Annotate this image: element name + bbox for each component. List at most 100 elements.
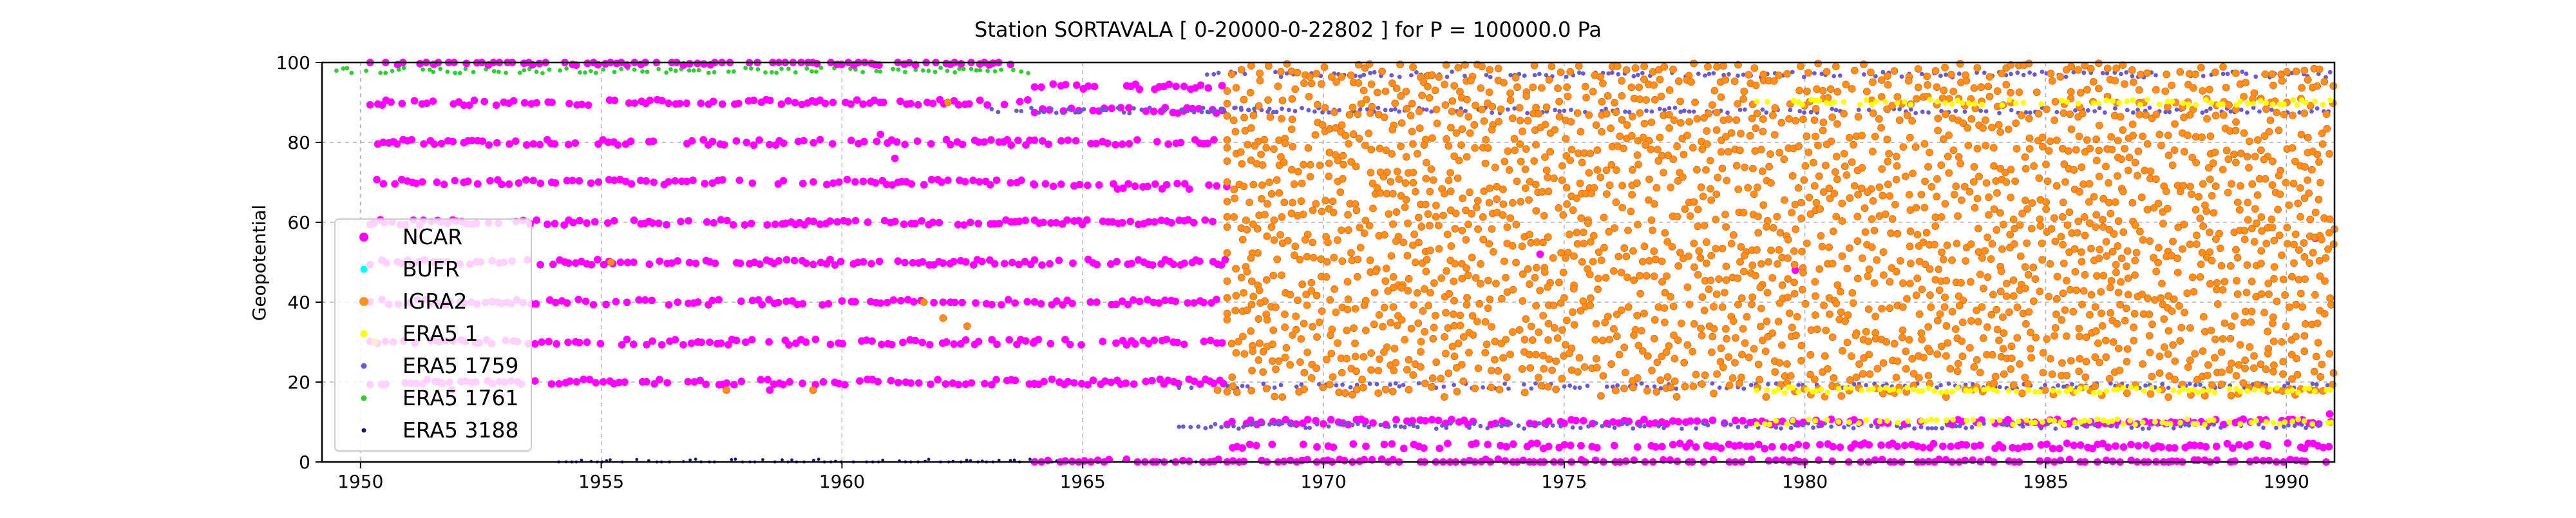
data-point	[583, 71, 587, 75]
data-point	[658, 97, 665, 104]
data-point	[533, 216, 540, 224]
data-point	[1709, 101, 1716, 108]
data-point	[474, 180, 481, 187]
data-point	[1396, 176, 1403, 183]
data-point	[1240, 289, 1247, 296]
data-point	[2076, 101, 2081, 106]
data-point	[1389, 190, 1396, 197]
data-point	[1891, 201, 1899, 208]
data-point	[1558, 327, 1566, 334]
data-point	[1450, 311, 1457, 318]
data-point	[2258, 213, 2265, 220]
data-point	[1434, 427, 1438, 430]
data-point	[1687, 79, 1694, 86]
data-point	[1759, 115, 1766, 122]
data-point	[1918, 329, 1925, 336]
data-point	[1228, 340, 1235, 347]
data-point	[1522, 74, 1526, 78]
data-point	[2220, 63, 2227, 70]
data-point	[1886, 193, 1893, 200]
data-point	[1325, 173, 1332, 180]
data-point	[1923, 229, 1930, 236]
data-point	[2025, 271, 2032, 278]
data-point	[582, 298, 589, 305]
data-point	[1283, 344, 1290, 351]
data-point	[1292, 243, 1299, 250]
data-point	[1703, 140, 1710, 148]
data-point	[2093, 110, 2097, 113]
data-point	[1836, 386, 1841, 391]
data-point	[1819, 87, 1826, 94]
data-point	[2007, 97, 2012, 102]
data-point	[421, 68, 425, 72]
data-point	[1594, 421, 1598, 425]
data-point	[1710, 390, 1717, 397]
data-point	[1367, 257, 1374, 264]
data-point	[991, 260, 998, 267]
data-point	[1741, 340, 1748, 347]
data-point	[2201, 328, 2208, 335]
data-point	[1173, 83, 1180, 90]
data-point	[1563, 317, 1570, 324]
data-point	[552, 299, 559, 306]
data-point	[2065, 148, 2072, 155]
data-point	[779, 67, 783, 71]
data-point	[2284, 224, 2291, 231]
data-point	[1350, 423, 1354, 427]
data-point	[1322, 197, 1329, 204]
data-point	[813, 60, 820, 67]
data-point	[748, 220, 755, 227]
data-point	[1803, 88, 1810, 95]
data-point	[2000, 330, 2007, 337]
data-point	[1408, 423, 1412, 427]
data-point	[1567, 68, 1574, 75]
data-point	[1994, 326, 2001, 333]
data-point	[2017, 253, 2024, 260]
data-point	[2218, 369, 2225, 376]
data-point	[1788, 324, 1795, 331]
data-point	[1621, 245, 1628, 252]
data-point	[1674, 337, 1681, 344]
data-point	[551, 220, 558, 227]
data-point	[2277, 191, 2284, 198]
data-point	[2285, 389, 2290, 394]
data-point	[497, 70, 500, 74]
data-point	[1783, 361, 1790, 368]
data-point	[1815, 173, 1823, 180]
data-point	[1250, 181, 1257, 188]
data-point	[1986, 73, 1993, 81]
data-point	[2317, 373, 2324, 380]
data-point	[1224, 158, 1231, 165]
data-point	[1045, 140, 1052, 148]
data-point	[1568, 146, 1575, 153]
data-point	[1645, 109, 1649, 113]
data-point	[965, 459, 968, 461]
data-point	[998, 302, 1005, 309]
data-point	[1694, 223, 1701, 230]
data-point	[1776, 360, 1783, 367]
data-point	[2286, 202, 2293, 209]
data-point	[1397, 75, 1401, 79]
data-point	[1785, 421, 1790, 427]
data-point	[2315, 383, 2318, 387]
data-point	[1331, 254, 1338, 261]
data-point	[2244, 199, 2251, 206]
data-point	[1353, 207, 1360, 214]
data-point	[1070, 379, 1077, 387]
data-point	[1885, 418, 1890, 423]
data-point	[2146, 311, 2153, 318]
data-point	[1564, 75, 1568, 79]
data-point	[2200, 313, 2207, 320]
data-point	[380, 180, 387, 187]
data-point	[2175, 108, 2179, 111]
data-point	[334, 69, 338, 73]
data-point	[1934, 350, 1941, 358]
data-point	[2120, 229, 2127, 236]
data-point	[530, 140, 537, 148]
data-point	[1687, 417, 1694, 425]
data-point	[2164, 104, 2171, 111]
data-point	[1482, 318, 1489, 325]
data-point	[2322, 254, 2329, 262]
data-point	[1942, 111, 1949, 118]
data-point	[1224, 316, 1231, 323]
